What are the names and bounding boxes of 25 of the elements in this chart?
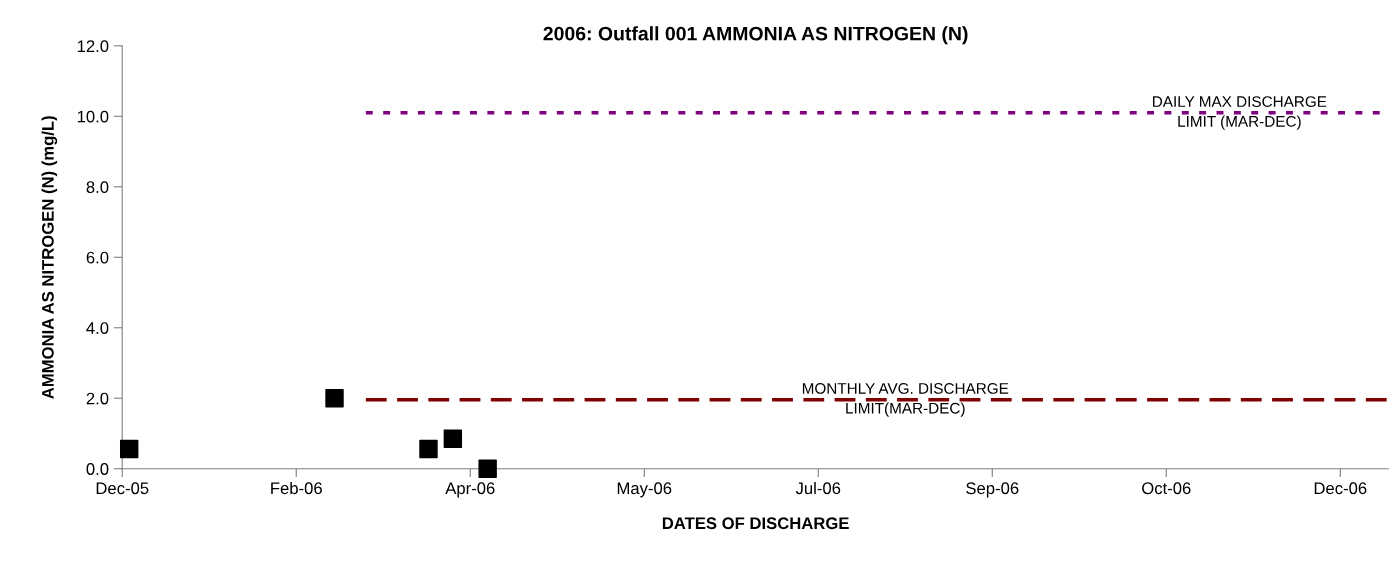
chart-title: 2006: Outfall 001 AMMONIA AS NITROGEN (N) [543, 26, 968, 45]
x-tick-label: Dec-05 [96, 482, 149, 495]
y-tick-label: 10.0 [77, 110, 109, 123]
point [478, 459, 497, 478]
annotation: MONTHLY AVG. DISCHARGE LIMIT(MAR-DEC) [802, 383, 1009, 417]
point [419, 439, 438, 459]
x-tick-label: Dec-06 [1314, 482, 1367, 495]
point [443, 429, 463, 448]
x-tick-label: Apr-06 [445, 482, 495, 498]
x-tick-label: May-06 [617, 482, 672, 498]
point [119, 439, 139, 459]
point [325, 389, 344, 408]
y-tick-label: 0.0 [86, 463, 109, 475]
x-tick-label: Jul-06 [795, 481, 841, 495]
x-tick-label: Oct-06 [1142, 482, 1191, 495]
x-axis-title: DATES OF DISCHARGE [662, 517, 849, 530]
y-tick-label: 12.0 [77, 40, 109, 53]
y-axis-title: AMMONIA AS NITROGEN (N) (mg/L) [41, 116, 58, 399]
y-tick-label: 2.0 [86, 392, 109, 405]
annotation: DAILY MAX DISCHARGE LIMIT (MAR-DEC) [1153, 96, 1327, 130]
y-tick-label: 8.0 [86, 181, 109, 193]
x-tick-label: Feb-06 [271, 481, 322, 495]
y-tick-label: 4.0 [86, 322, 109, 334]
y-tick-label: 6.0 [86, 251, 109, 264]
x-tick-label: Sep-06 [966, 482, 1019, 498]
